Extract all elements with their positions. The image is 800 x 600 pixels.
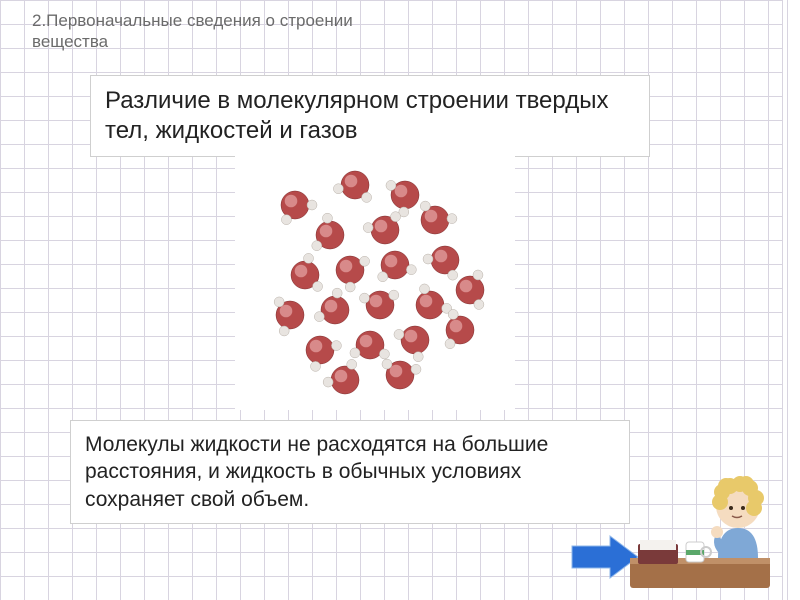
section-header: 2.Первоначальные сведения о строении вещ… [32, 10, 372, 53]
title-text: Различие в молекулярном строении твердых… [105, 87, 608, 144]
right-margin-stripe [782, 0, 800, 600]
caption-text: Молекулы жидкости не расходятся на больш… [85, 433, 548, 511]
caption-box: Молекулы жидкости не расходятся на больш… [70, 420, 630, 524]
mascot-illustration [630, 458, 770, 588]
title-box: Различие в молекулярном строении твердых… [90, 75, 650, 157]
molecule-illustration [235, 155, 515, 410]
section-header-text: 2.Первоначальные сведения о строении вещ… [32, 11, 353, 51]
